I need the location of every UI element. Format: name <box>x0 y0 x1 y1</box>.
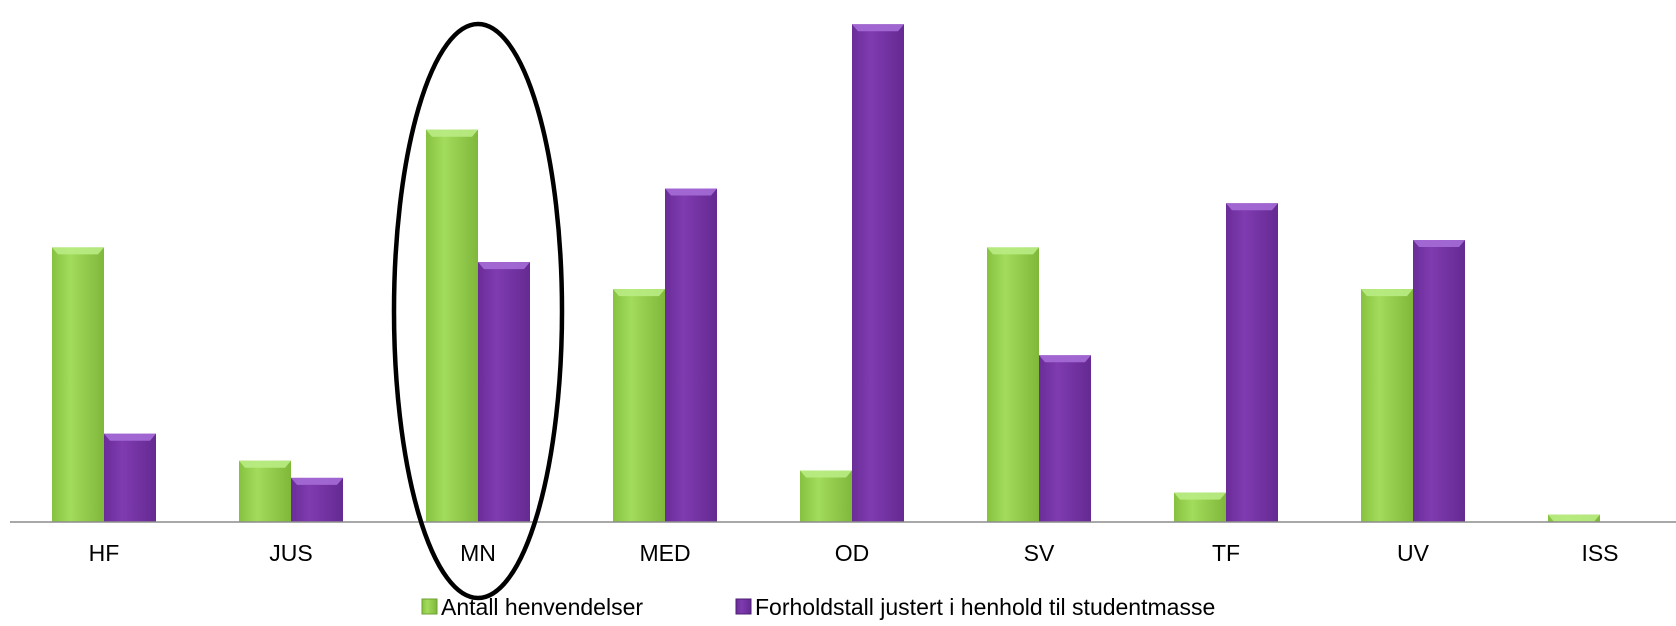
legend-swatch <box>735 598 752 615</box>
bar-forholdstall-mn <box>478 262 530 522</box>
bar-antall-iss <box>1548 514 1600 522</box>
bar-antall-med <box>613 289 665 522</box>
x-tick-label-uv: UV <box>1397 540 1430 566</box>
bar-antall-hf <box>52 247 104 522</box>
x-tick-label-sv: SV <box>1024 540 1055 566</box>
legend-label: Forholdstall justert i henhold til stude… <box>755 594 1215 620</box>
x-tick-label-od: OD <box>835 540 870 566</box>
x-tick-label-tf: TF <box>1212 540 1240 566</box>
bar-forholdstall-tf <box>1226 203 1278 522</box>
highlight-ellipse <box>391 21 565 601</box>
legend-label: Antall henvendelser <box>441 594 643 620</box>
x-tick-label-mn: MN <box>460 540 496 566</box>
bar-forholdstall-jus <box>291 477 343 522</box>
bar-antall-mn <box>426 129 478 522</box>
bar-antall-jus <box>239 460 291 522</box>
bar-forholdstall-uv <box>1413 240 1465 522</box>
x-tick-label-iss: ISS <box>1581 540 1618 566</box>
legend: Antall henvendelser Forholdstall justert … <box>421 594 1215 620</box>
x-tick-label-med: MED <box>639 540 690 566</box>
legend-swatch <box>421 598 438 615</box>
x-tick-label-jus: JUS <box>269 540 312 566</box>
legend-item-forholdstall: Forholdstall justert i henhold til stude… <box>735 594 1215 620</box>
bar-antall-uv <box>1361 289 1413 522</box>
bar-forholdstall-hf <box>104 433 156 522</box>
bar-forholdstall-sv <box>1039 355 1091 522</box>
bar-antall-sv <box>987 247 1039 522</box>
bar-antall-od <box>800 470 852 522</box>
legend-item-antall: Antall henvendelser <box>421 594 643 620</box>
bar-forholdstall-od <box>852 24 904 523</box>
bar-forholdstall-med <box>665 188 717 523</box>
bar-antall-tf <box>1174 492 1226 522</box>
x-tick-label-hf: HF <box>89 540 120 566</box>
